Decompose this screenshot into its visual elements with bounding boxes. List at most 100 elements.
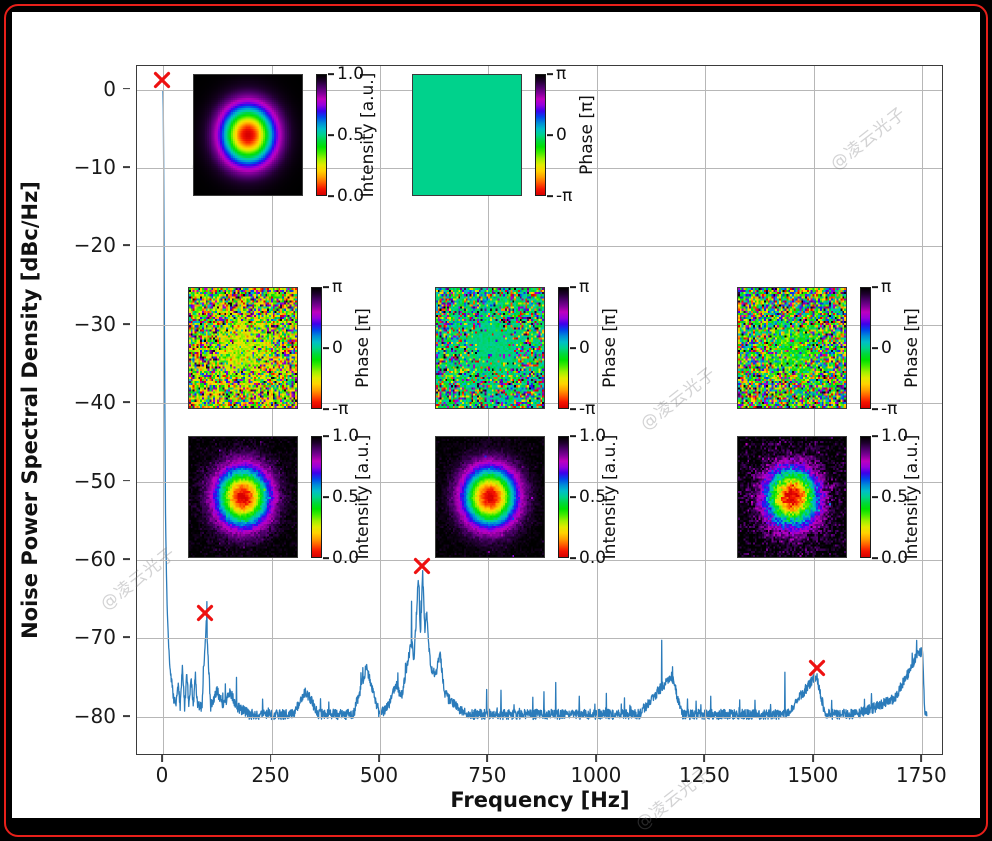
inset-intensity-ideal-colorbar: [316, 74, 327, 196]
inset-phase-right-colorbar-label: -π: [881, 399, 898, 419]
y-tick-label: 0: [103, 76, 116, 101]
inset-intensity-right-colorbar-tick: [872, 435, 878, 437]
inset-phase-right-colorbar-title: Phase [π]: [902, 308, 922, 388]
gridline-vertical: [380, 66, 381, 754]
inset-intensity-right-colorbar: [860, 436, 871, 558]
x-tick-label: 1250: [678, 763, 730, 787]
inset-intensity-left-colorbar-tick: [323, 435, 329, 437]
inset-intensity-ideal-colorbar-tick: [328, 134, 334, 136]
y-tick-label: −80: [73, 703, 116, 728]
inset-phase-left-colorbar-label: 0: [332, 338, 343, 358]
inset-intensity-mid-colorbar-tick: [570, 557, 576, 559]
x-tick-labels: 0 250 500 750 1000 1250 1500 1750: [136, 755, 947, 799]
inset-phase-ideal-colorbar-label: π: [556, 64, 567, 84]
inset-phase-mid-image: [435, 287, 545, 409]
inset-phase-left-colorbar-label: -π: [332, 399, 349, 419]
inset-phase-ideal-colorbar-label: 0: [556, 125, 567, 145]
y-tick-mark: [123, 636, 130, 639]
inset-intensity-left-colorbar-label: 0.5: [332, 487, 360, 507]
inset-intensity-left-colorbar: [311, 436, 322, 558]
x-tick-label: 1000: [570, 763, 622, 787]
inset-phase-right-colorbar-tick: [872, 347, 878, 349]
x-tick-label: 250: [251, 763, 290, 787]
x-tick-label: 1750: [895, 763, 947, 787]
y-tick-mark: [123, 714, 130, 717]
inset-phase-ideal-image: [412, 74, 522, 196]
inset-intensity-left-colorbar-tick: [323, 557, 329, 559]
inset-phase-left-colorbar-label: π: [332, 277, 343, 297]
inset-phase-ideal-colorbar-title: Phase [π]: [577, 95, 597, 175]
inset-phase-right-colorbar-tick: [872, 286, 878, 288]
x-tick-mark: [703, 755, 706, 762]
y-tick-label: −50: [73, 468, 116, 493]
inset-phase-left-image: [188, 287, 298, 409]
inset-intensity-right-image: [737, 436, 847, 558]
inset-intensity-mid-image: [435, 436, 545, 558]
inset-phase-right-colorbar-label: π: [881, 277, 892, 297]
y-axis-label: Noise Power Spectral Density [dBc/Hz]: [18, 181, 42, 639]
inset-intensity-right-colorbar-title: Intensity [a.u.]: [902, 434, 922, 560]
inset-intensity-right-colorbar-label: 1.0: [881, 426, 909, 446]
inset-intensity-mid-colorbar-label: 0.5: [579, 487, 607, 507]
inset-phase-right-image: [737, 287, 847, 409]
inset-phase-left-colorbar-tick: [323, 286, 329, 288]
inset-intensity-mid-colorbar-label: 1.0: [579, 426, 607, 446]
inset-intensity-mid-colorbar-title: Intensity [a.u.]: [600, 434, 620, 560]
x-tick-mark: [269, 755, 272, 762]
y-tick-label: −30: [73, 311, 116, 336]
y-tick-mark: [123, 558, 130, 560]
gridline-horizontal: [137, 246, 942, 248]
inset-intensity-mid-colorbar-tick: [570, 435, 576, 437]
x-tick-mark: [378, 755, 380, 762]
y-tick-mark: [123, 244, 130, 247]
gridline-vertical: [705, 66, 707, 754]
gridline-horizontal: [137, 638, 942, 640]
inset-intensity-ideal-colorbar-label: 1.0: [337, 64, 365, 84]
inset-intensity-ideal-colorbar-label: 0.0: [337, 186, 365, 206]
inset-intensity-ideal-colorbar-tick: [328, 73, 334, 75]
inset-phase-ideal-colorbar-tick: [547, 73, 553, 75]
inset-phase-mid-colorbar-tick: [570, 408, 576, 410]
inset-intensity-ideal-colorbar-title: Intensity [a.u.]: [358, 72, 378, 198]
inset-phase-mid-colorbar-label: -π: [579, 399, 596, 419]
y-tick-mark: [123, 401, 130, 404]
gridline-horizontal: [137, 716, 942, 718]
x-tick-label: 750: [468, 763, 507, 787]
inset-intensity-left-colorbar-label: 1.0: [332, 426, 360, 446]
inset-intensity-left-colorbar-label: 0.0: [332, 548, 360, 568]
y-tick-label: −10: [73, 154, 116, 179]
y-tick-mark: [123, 479, 130, 482]
x-tick-label: 0: [155, 763, 169, 787]
x-tick-label: 500: [359, 763, 399, 787]
gridline-vertical: [163, 66, 164, 754]
gridline-vertical: [271, 66, 273, 754]
inset-intensity-left-image: [188, 436, 298, 558]
inset-phase-mid-colorbar-title: Phase [π]: [600, 308, 620, 388]
x-axis-label: Frequency [Hz]: [450, 788, 630, 812]
x-tick-mark: [486, 755, 489, 762]
gridline-vertical: [922, 66, 924, 754]
inset-phase-left-colorbar-tick: [323, 347, 329, 349]
y-tick-mark: [123, 87, 130, 90]
inset-phase-ideal-colorbar-label: -π: [556, 186, 573, 206]
inset-intensity-right-colorbar-label: 0.0: [881, 548, 909, 568]
inset-phase-ideal-colorbar-tick: [547, 134, 553, 136]
gridline-vertical: [596, 66, 598, 754]
y-tick-mark: [123, 322, 130, 325]
inset-intensity-right-colorbar-label: 0.5: [881, 487, 909, 507]
inset-phase-left-colorbar-title: Phase [π]: [353, 308, 373, 388]
gridline-vertical: [488, 66, 490, 754]
inset-phase-mid-colorbar-label: π: [579, 277, 590, 297]
y-tick-labels: 0 −10 −20 −30 −40 −50 −60 −70 −80: [72, 65, 130, 755]
inset-intensity-right-colorbar-tick: [872, 496, 878, 498]
inset-intensity-mid-colorbar-tick: [570, 496, 576, 498]
inset-intensity-right-colorbar-tick: [872, 557, 878, 559]
inset-phase-left-colorbar: [311, 287, 322, 409]
inset-phase-ideal-colorbar-tick: [547, 195, 553, 197]
psd-trace: [137, 66, 942, 754]
gridline-vertical: [813, 66, 815, 754]
inset-intensity-ideal-colorbar-label: 0.5: [337, 125, 365, 145]
inset-intensity-ideal-image: [193, 74, 303, 196]
x-tick-mark: [161, 755, 163, 762]
